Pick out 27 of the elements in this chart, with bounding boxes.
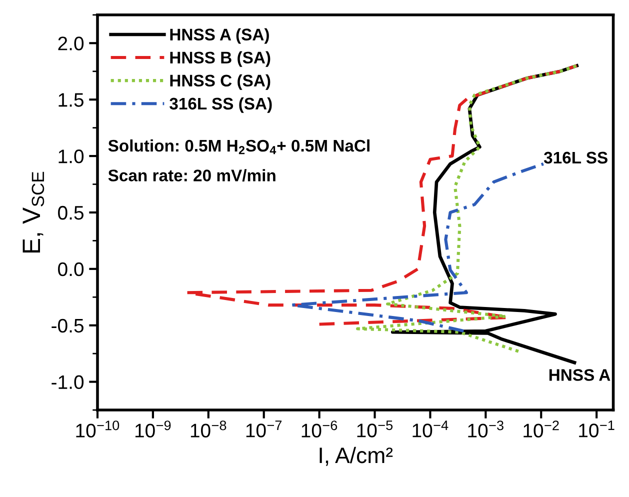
x-tick-label: 10$^{−2}$ bbox=[524, 420, 559, 438]
legend-label: HNSS C (SA) bbox=[170, 74, 270, 90]
x-tick-label: 10$^{−4}$ bbox=[412, 420, 448, 438]
y-axis-title: E, V$_{SCE}$ bbox=[22, 172, 44, 253]
x-tick-label: 10$^{−9}$ bbox=[135, 420, 171, 438]
y-tick-label: 2.0 bbox=[58, 36, 84, 50]
x-tick-label: 10$^{−6}$ bbox=[302, 420, 338, 438]
annotation: Scan rate: 20 mV/min bbox=[108, 169, 276, 182]
y-tick-label: 1.0 bbox=[58, 149, 84, 164]
y-tick-label: -1.0 bbox=[52, 375, 84, 390]
annotation: 316L SS bbox=[544, 152, 608, 164]
y-tick-label: 0.0 bbox=[58, 262, 84, 276]
annotation: Solution: 0.5M H$_{2}$SO$_{4}$+ 0.5M NaCl bbox=[108, 139, 370, 154]
y-tick-label: 1.5 bbox=[58, 93, 84, 107]
x-tick-label: 10$^{−5}$ bbox=[357, 420, 393, 438]
annotation: HNSS A bbox=[549, 369, 610, 381]
x-tick-label: 10$^{−8}$ bbox=[190, 420, 226, 438]
x-tick-label: 10$^{−3}$ bbox=[468, 420, 504, 438]
y-tick-label: 0.5 bbox=[58, 206, 84, 220]
x-tick-label: 10$^{−7}$ bbox=[246, 420, 282, 438]
legend-label: 316L SS (SA) bbox=[170, 97, 272, 113]
legend-label: HNSS A (SA) bbox=[170, 28, 269, 44]
y-tick-label: -0.5 bbox=[52, 318, 84, 333]
x-tick-label: 10$^{−1}$ bbox=[579, 420, 614, 438]
x-axis-title: I, A/cm² bbox=[320, 446, 393, 466]
x-tick-label: 10$^{−10}$ bbox=[76, 420, 120, 438]
legend-label: HNSS B (SA) bbox=[170, 51, 270, 67]
